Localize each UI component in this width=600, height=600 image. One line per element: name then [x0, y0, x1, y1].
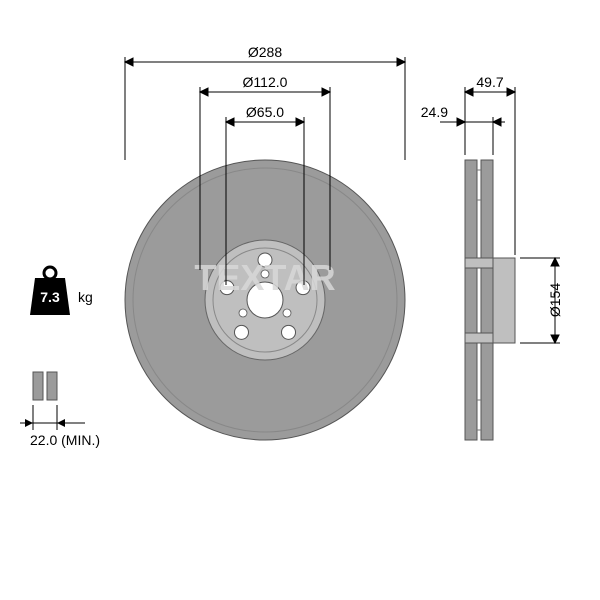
dim-height-label: 49.7 [476, 74, 503, 90]
dim-hat-diameter-label: Ø154 [547, 283, 563, 317]
min-thickness-icon [20, 372, 85, 430]
dim-center-bore-label: Ø65.0 [246, 104, 284, 120]
dim-outer-diameter-label: Ø288 [248, 44, 282, 60]
weight-unit: kg [78, 289, 93, 305]
bolt-hole [234, 325, 248, 339]
dim-thickness [440, 117, 505, 155]
brand-watermark: TEXTAR [194, 257, 335, 298]
weight-value: 7.3 [40, 289, 60, 305]
front-view [125, 160, 405, 440]
weight-icon: 7.3 [30, 267, 70, 315]
side-view [465, 160, 515, 440]
technical-drawing: TEXTAR Ø288 Ø112.0 Ø65.0 [0, 0, 600, 600]
dim-min-thickness-label: 22.0 (MIN.) [30, 432, 100, 448]
dim-thickness-label: 24.9 [421, 104, 448, 120]
bolt-hole [282, 325, 296, 339]
dim-bolt-circle-label: Ø112.0 [243, 74, 288, 90]
